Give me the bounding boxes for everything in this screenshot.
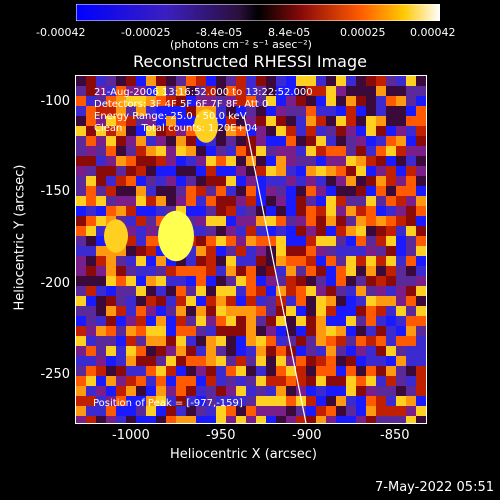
info-energy-range: Energy Range: 25.0 - 50.0 keV bbox=[94, 111, 247, 122]
colorbar bbox=[76, 4, 440, 21]
plot-frame bbox=[75, 75, 427, 424]
colorbar-tick: 0.00042 bbox=[410, 26, 456, 39]
info-block: 21-Aug-2006 13:16:52.000 to 13:22:52.000… bbox=[94, 87, 313, 135]
plot-title: Reconstructed RHESSI Image bbox=[133, 52, 367, 71]
x-tick-label: -1000 bbox=[112, 428, 150, 443]
y-tick-label: -250 bbox=[40, 367, 70, 382]
info-detectors: Detectors: 3F 4F 5F 6F 7F 8F, Att 0 bbox=[94, 99, 269, 110]
colorbar-tick: -0.00042 bbox=[36, 26, 86, 39]
y-tick-label: -150 bbox=[40, 184, 70, 199]
info-clean-counts: Clean Total counts: 1.20E+04 bbox=[94, 123, 258, 134]
x-tick-label: -850 bbox=[380, 428, 410, 443]
x-tick-label: -950 bbox=[206, 428, 236, 443]
colorbar-units: (photons cm⁻² s⁻¹ asec⁻²) bbox=[170, 38, 312, 51]
peak-position: Position of Peak = [-977,-159] bbox=[93, 398, 243, 409]
y-tick-label: -200 bbox=[40, 276, 70, 291]
colorbar-tick: 0.00025 bbox=[340, 26, 386, 39]
x-tick-label: -900 bbox=[292, 428, 322, 443]
timestamp: 7-May-2022 05:51 bbox=[375, 480, 494, 495]
colorbar-tick: -0.00025 bbox=[121, 26, 171, 39]
x-axis-label: Heliocentric X (arcsec) bbox=[170, 447, 317, 462]
colorbar-tick: 8.4e-05 bbox=[268, 26, 311, 39]
colorbar-tick: -8.4e-05 bbox=[196, 26, 243, 39]
rhessi-image bbox=[76, 76, 426, 423]
y-axis-label: Heliocentric Y (arcsec) bbox=[12, 164, 28, 311]
info-time-range: 21-Aug-2006 13:16:52.000 to 13:22:52.000 bbox=[94, 87, 313, 98]
y-tick-label: -100 bbox=[40, 94, 70, 109]
